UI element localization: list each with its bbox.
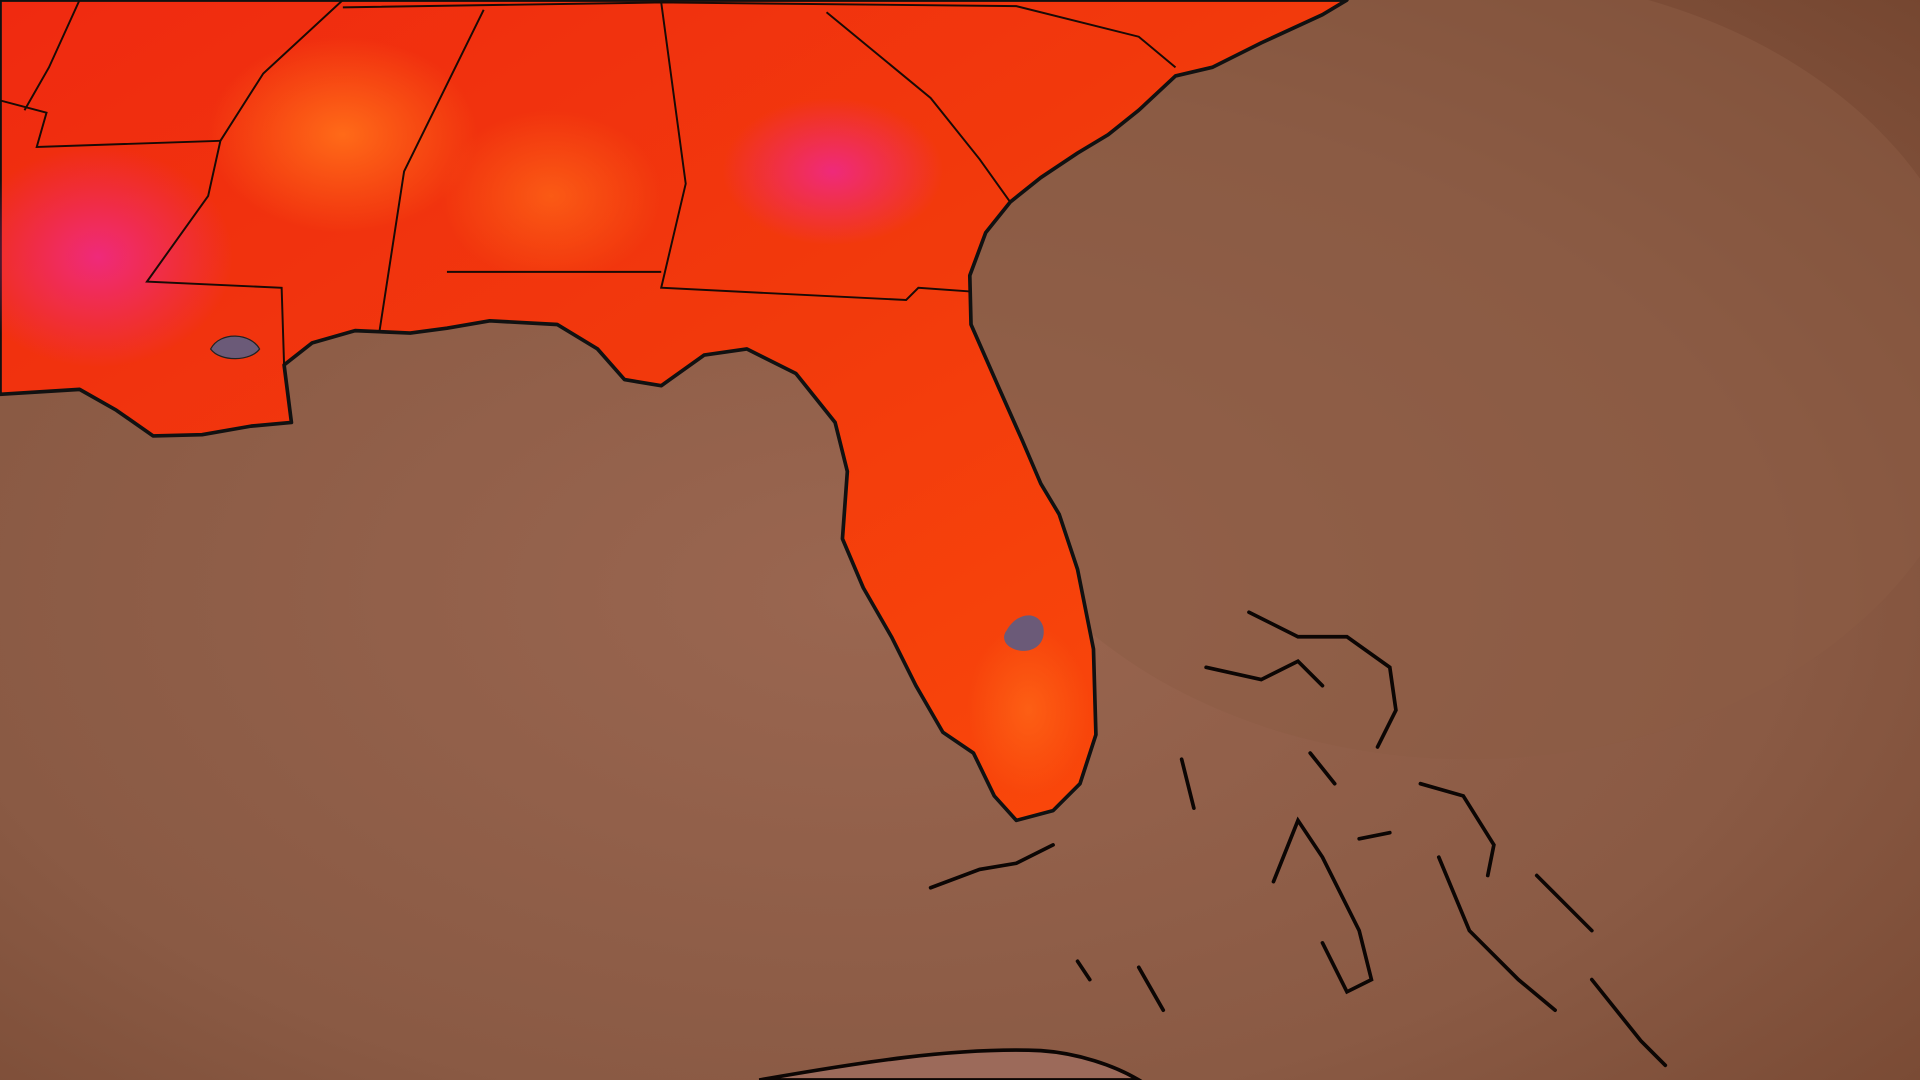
state-border bbox=[23, 0, 81, 111]
ocean-shade bbox=[955, 0, 1920, 760]
state-border bbox=[145, 0, 344, 365]
island bbox=[1075, 959, 1166, 1013]
heat-patch bbox=[208, 36, 478, 233]
island bbox=[1204, 658, 1325, 688]
island bbox=[1179, 757, 1196, 810]
lake bbox=[209, 335, 261, 360]
island bbox=[1590, 977, 1668, 1068]
state-border bbox=[0, 99, 221, 148]
state-border bbox=[378, 9, 485, 331]
island bbox=[1418, 781, 1496, 878]
heat-patch bbox=[440, 110, 662, 282]
island bbox=[1357, 830, 1392, 841]
heat-patch bbox=[722, 97, 943, 245]
state-border bbox=[660, 2, 970, 302]
island bbox=[1308, 751, 1337, 786]
keys bbox=[928, 843, 1055, 890]
island bbox=[1534, 873, 1594, 933]
island bbox=[1436, 855, 1557, 1013]
heat-patch bbox=[967, 624, 1090, 796]
island bbox=[1247, 610, 1398, 749]
lake bbox=[1004, 615, 1044, 651]
heat-patch bbox=[0, 146, 233, 368]
state-borders bbox=[0, 0, 1177, 365]
islands bbox=[928, 610, 1668, 1068]
state-border bbox=[825, 11, 1012, 203]
state-border bbox=[342, 1, 1177, 69]
island bbox=[1271, 816, 1374, 995]
cuba bbox=[758, 1048, 1143, 1080]
